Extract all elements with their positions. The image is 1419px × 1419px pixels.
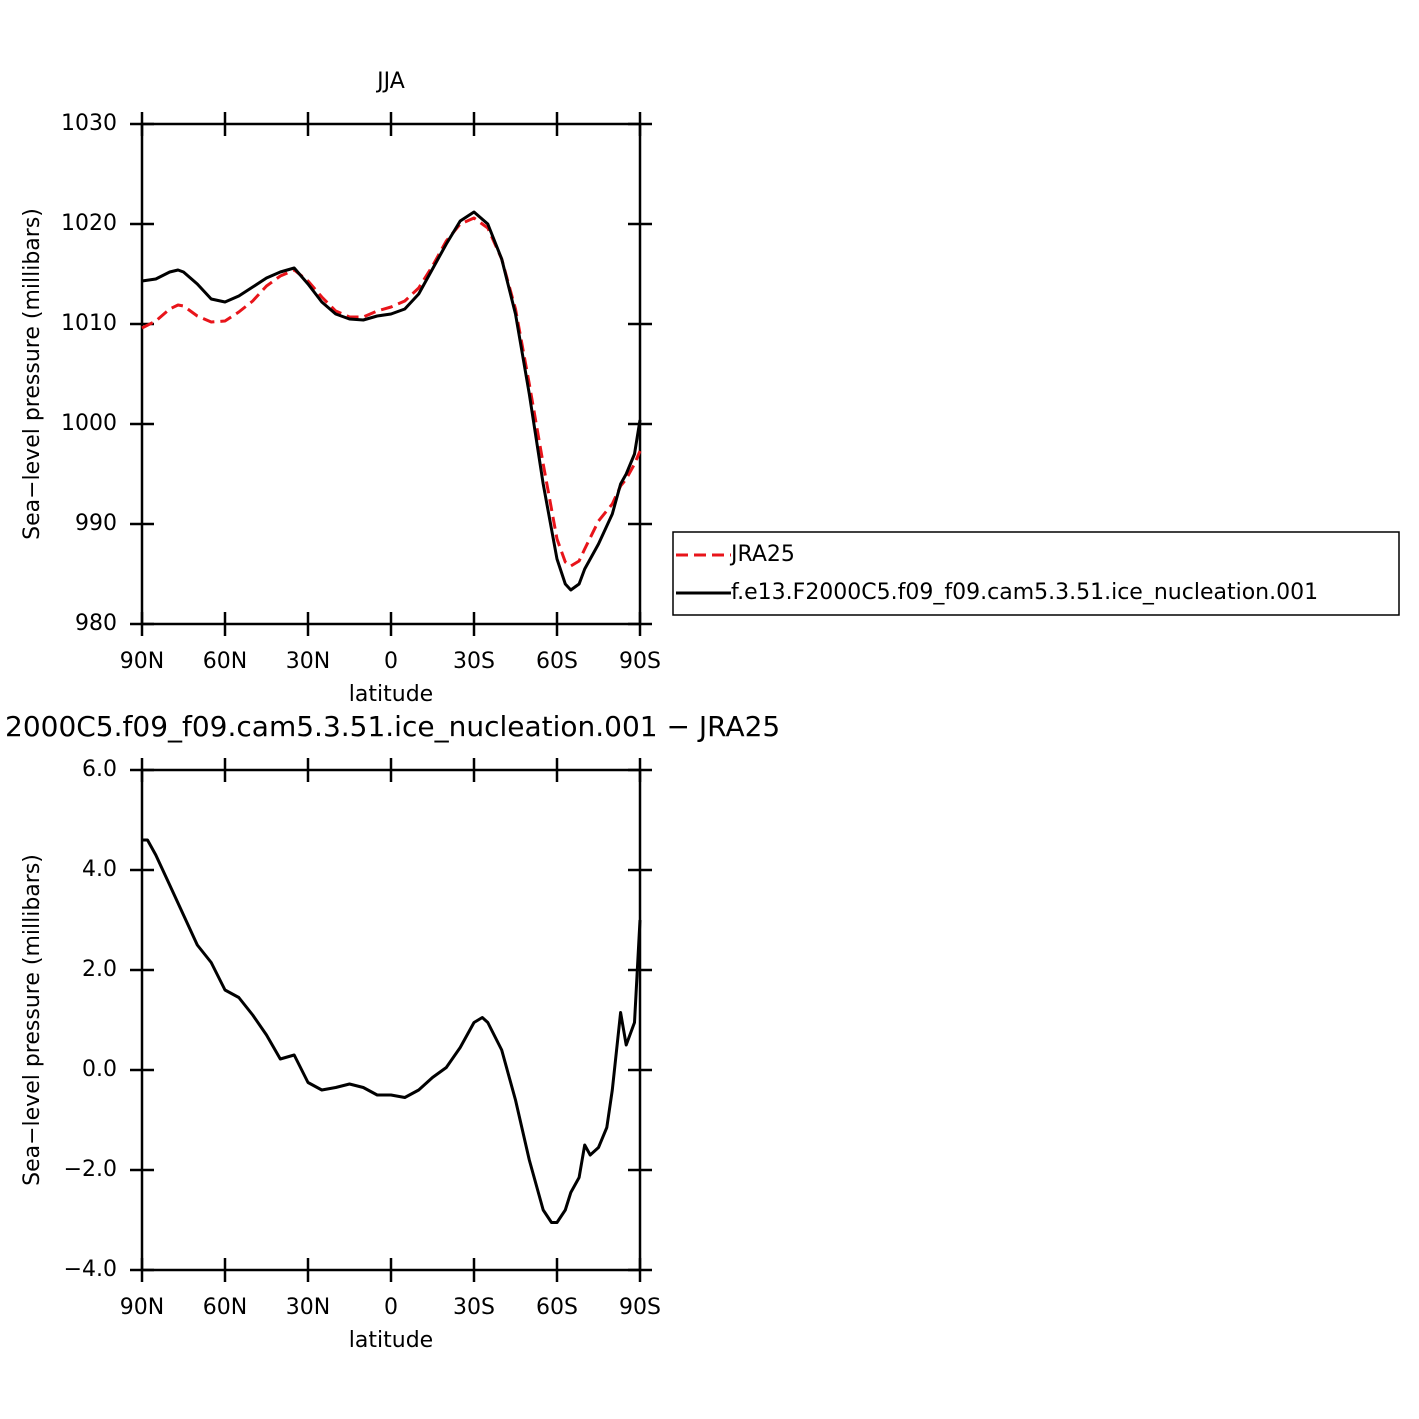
- legend-label: JRA25: [729, 542, 795, 567]
- x-tick-label: 30S: [453, 1295, 495, 1320]
- x-tick-label: 0: [384, 649, 398, 674]
- x-tick-label: 30S: [453, 649, 495, 674]
- y-axis-label: Sea−level pressure (millibars): [20, 854, 45, 1186]
- data-line: [141, 210, 642, 592]
- legend-box: [672, 531, 1400, 616]
- x-tick-label: 60S: [536, 1295, 578, 1320]
- x-axis-label: latitude: [349, 1328, 433, 1353]
- chart-title: 2000C5.f09_f09.cam5.3.51.ice_nucleation.…: [5, 710, 780, 743]
- x-tick-label: 90S: [619, 649, 661, 674]
- y-tick-label: −4.0: [64, 1257, 117, 1282]
- y-tick-label: 1000: [61, 411, 117, 436]
- x-tick-label: 90N: [120, 1295, 164, 1320]
- y-tick-label: 980: [75, 611, 117, 636]
- y-tick-label: 2.0: [82, 957, 117, 982]
- y-tick-label: 4.0: [82, 857, 117, 882]
- x-tick-label: 60N: [203, 649, 247, 674]
- y-tick-label: 990: [75, 511, 117, 536]
- y-axis-label: Sea−level pressure (millibars): [20, 208, 45, 540]
- plot-frame: [140, 122, 642, 626]
- plot-frame: [140, 768, 642, 1272]
- y-tick-label: 1010: [61, 311, 117, 336]
- x-tick-label: 30N: [286, 649, 330, 674]
- data-line: [142, 838, 642, 1224]
- x-tick-label: 90S: [619, 1295, 661, 1320]
- data-line: [141, 216, 642, 568]
- y-tick-label: 1020: [61, 211, 117, 236]
- x-tick-label: 60S: [536, 649, 578, 674]
- x-tick-label: 0: [384, 1295, 398, 1320]
- legend-label: f.e13.F2000C5.f09_f09.cam5.3.51.ice_nucl…: [731, 580, 1318, 605]
- y-tick-label: −2.0: [64, 1157, 117, 1182]
- y-tick-label: 6.0: [82, 757, 117, 782]
- x-tick-label: 30N: [286, 1295, 330, 1320]
- x-tick-label: 60N: [203, 1295, 247, 1320]
- y-tick-label: 1030: [61, 111, 117, 136]
- chart-title: JJA: [375, 69, 405, 94]
- x-axis-label: latitude: [349, 682, 433, 707]
- x-tick-label: 90N: [120, 649, 164, 674]
- y-tick-label: 0.0: [82, 1057, 117, 1082]
